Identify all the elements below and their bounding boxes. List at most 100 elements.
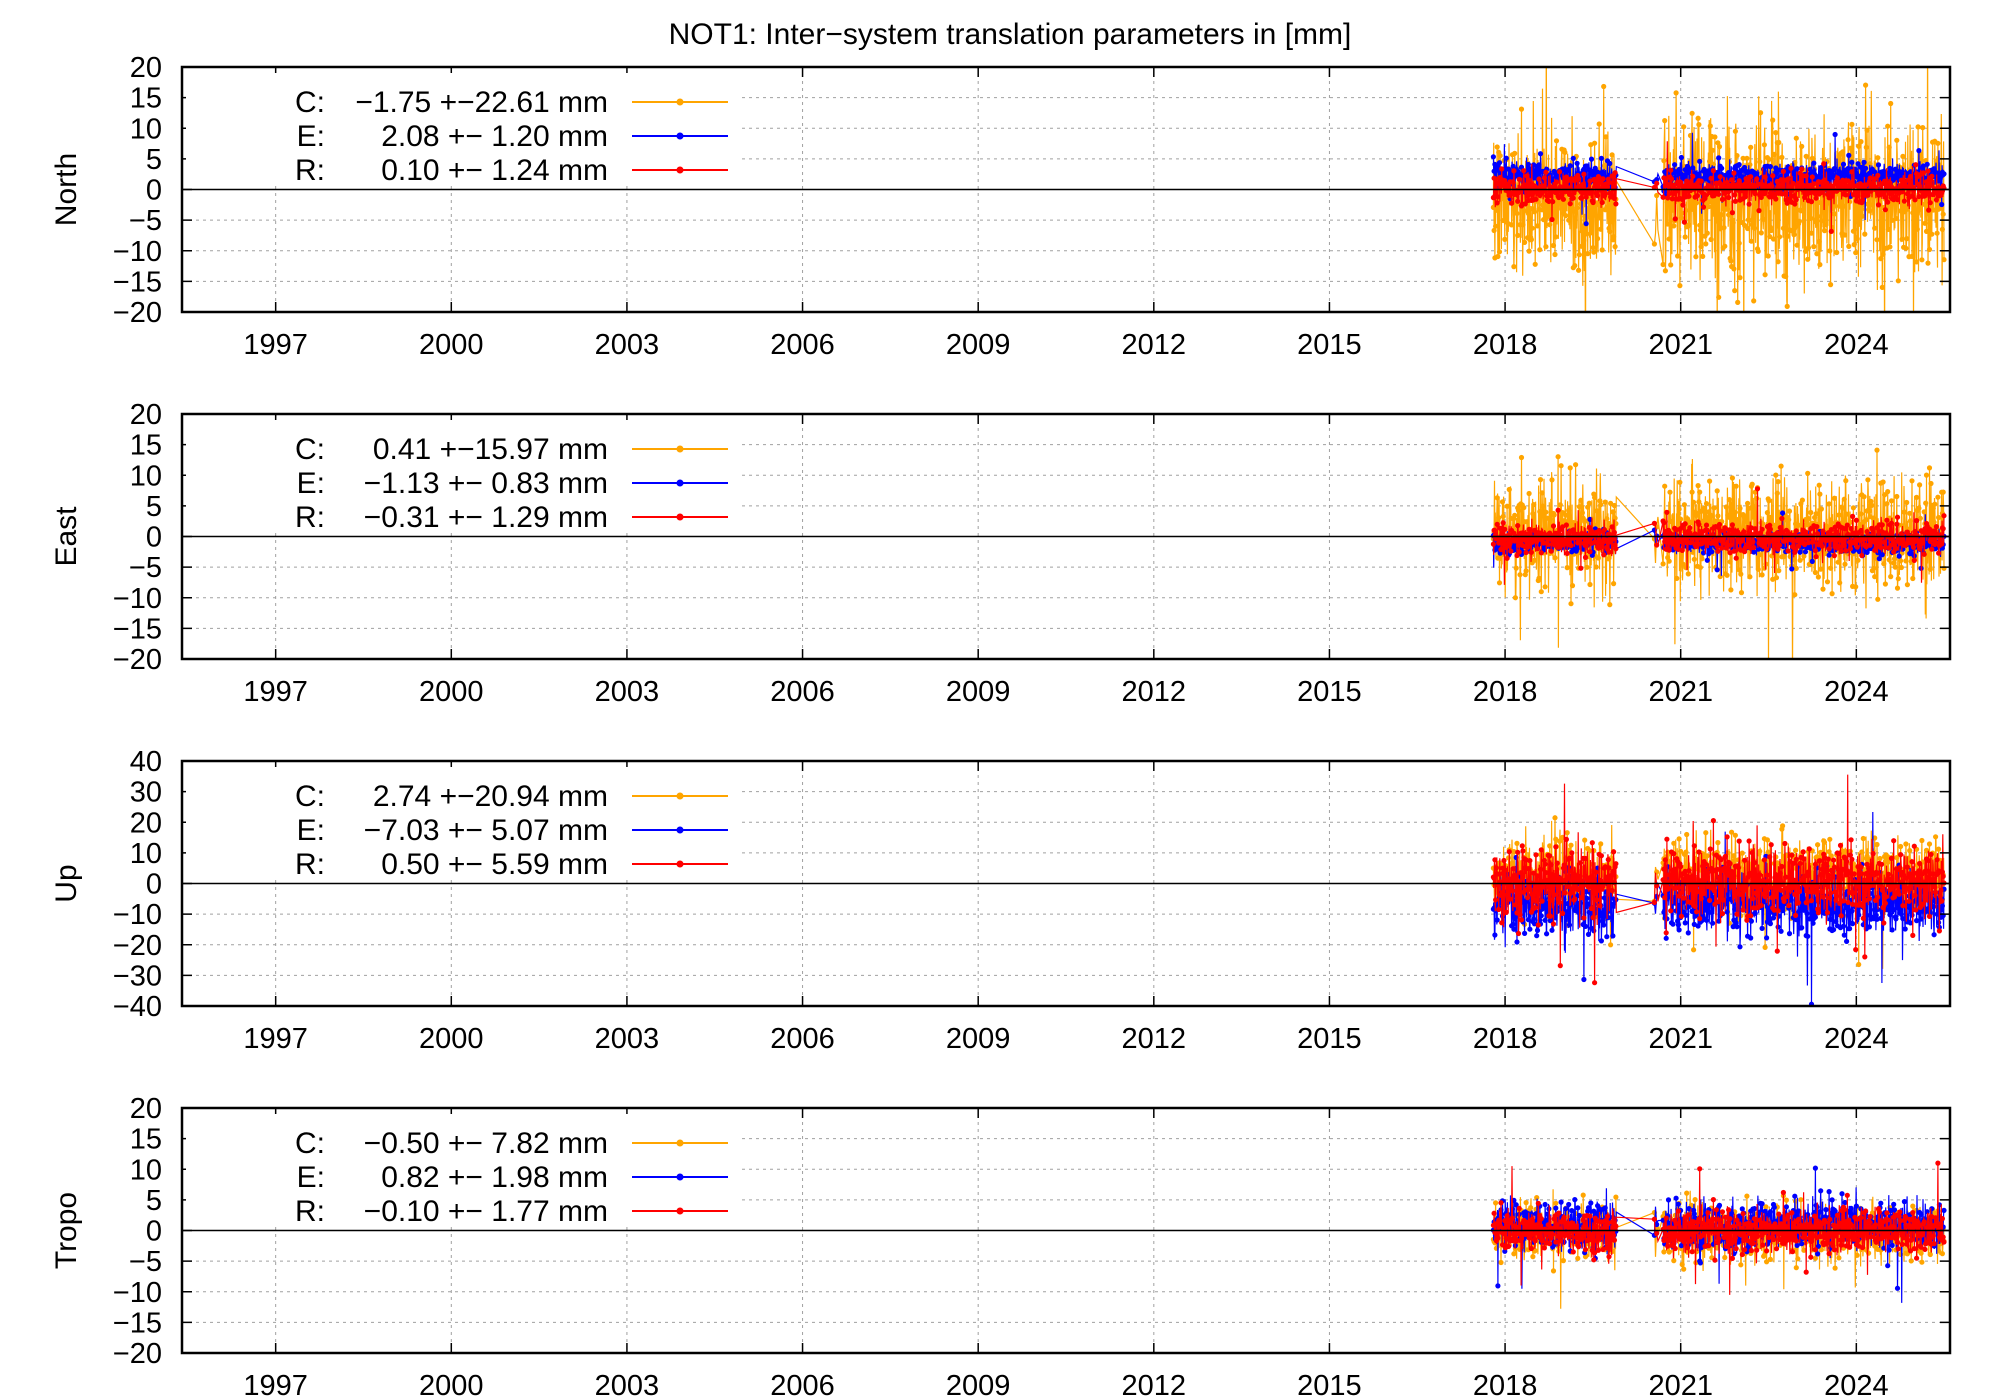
series-C: [1490, 447, 1947, 659]
legend-swatch-point: [676, 479, 684, 487]
series-R: [1490, 141, 1947, 234]
y-tick-label: −5: [129, 205, 162, 237]
x-tick-label: 2018: [1473, 676, 1538, 708]
y-tick-label: 10: [130, 838, 162, 870]
series-layer: [1490, 774, 1947, 1006]
y-tick-label: 20: [130, 52, 162, 84]
x-tick-label: 2006: [770, 1023, 835, 1055]
chart-title: NOT1: Inter−system translation parameter…: [669, 18, 1352, 51]
legend-swatch-point: [676, 1207, 684, 1215]
x-tick-label: 2003: [595, 1370, 660, 1400]
legend-series-stats: 0.41 +−15.97 mm: [373, 433, 608, 466]
y-axis-label: Up: [50, 864, 83, 902]
x-tick-label: 1997: [243, 676, 308, 708]
x-tick-label: 2018: [1473, 329, 1538, 361]
x-tick-label: 2009: [946, 1023, 1011, 1055]
x-tick-label: 2024: [1824, 676, 1889, 708]
legend-series-name: C:: [295, 1127, 325, 1160]
legend-series-stats: 2.74 +−20.94 mm: [373, 780, 608, 813]
panel-north: 1997 2000 2003 2006 2009 2012 2015 2018 2021 2024…: [50, 52, 1952, 361]
legend-background: [186, 767, 742, 877]
series-points-E: [1490, 853, 1947, 1006]
legend-entry-R: R: −0.31 +− 1.29 mm: [295, 501, 728, 534]
series-line-C: [1492, 450, 1945, 659]
legend-series-name: E:: [297, 467, 325, 500]
legend-series-name: C:: [295, 86, 325, 119]
y-tick-label: 0: [146, 522, 162, 554]
y-axis-label: Tropo: [50, 1192, 83, 1269]
legend-entry-R: R: 0.10 +− 1.24 mm: [295, 154, 728, 187]
legend-series-name: R:: [295, 848, 325, 881]
y-tick-label: 10: [130, 1154, 162, 1186]
x-tick-label: 2012: [1122, 676, 1187, 708]
legend-background: [186, 420, 742, 530]
legend-series-stats: 2.08 +− 1.20 mm: [381, 120, 608, 153]
legend-background: [186, 73, 742, 183]
y-tick-label: −5: [129, 1246, 162, 1278]
legend-series-stats: 0.82 +− 1.98 mm: [381, 1161, 608, 1194]
y-tick-label: −10: [113, 583, 162, 615]
panels-layer: 1997 2000 2003 2006 2009 2012 2015 2018 2021 2024…: [50, 52, 1952, 1400]
series-layer: [1490, 447, 1947, 659]
legend-series-name: C:: [295, 780, 325, 813]
legend-series-stats: −1.75 +−22.61 mm: [355, 86, 608, 119]
legend-entry-R: R: 0.50 +− 5.59 mm: [295, 848, 728, 881]
legend-series-stats: −7.03 +− 5.07 mm: [364, 814, 608, 847]
legend-entry-E: E: 0.82 +− 1.98 mm: [297, 1161, 728, 1194]
y-tick-label: 10: [130, 113, 162, 145]
y-tick-label: 40: [130, 746, 162, 778]
x-tick-label: 2009: [946, 676, 1011, 708]
y-tick-label: 5: [146, 491, 162, 523]
series-points-E: [1490, 131, 1947, 227]
legend-swatch-point: [676, 98, 684, 106]
x-tick-label: 1997: [243, 1023, 308, 1055]
y-tick-label: −40: [113, 991, 162, 1023]
y-tick-label: −30: [113, 960, 162, 992]
x-tick-label: 2021: [1648, 1023, 1713, 1055]
x-tick-label: 2000: [419, 676, 484, 708]
legend-background: [186, 1114, 742, 1224]
x-tick-label: 2015: [1297, 1023, 1362, 1055]
legend-swatch-point: [676, 166, 684, 174]
legend: C: −0.50 +− 7.82 mm E: 0.82 +− 1.98 mm R: −0.…: [186, 1114, 742, 1228]
y-tick-label: 15: [130, 83, 162, 115]
y-tick-label: −15: [113, 266, 162, 298]
x-tick-label: 2006: [770, 1370, 835, 1400]
y-tick-label: 20: [130, 1093, 162, 1125]
x-tick-label: 2003: [595, 676, 660, 708]
panel-tropo: 1997 2000 2003 2006 2009 2012 2015 2018 2021 2024…: [50, 1093, 1952, 1400]
y-tick-label: 10: [130, 460, 162, 492]
y-tick-label: −20: [113, 297, 162, 329]
y-tick-label: −10: [113, 899, 162, 931]
legend-swatch-point: [676, 1173, 684, 1181]
y-tick-label: −10: [113, 236, 162, 268]
x-tick-label: 2024: [1824, 329, 1889, 361]
legend-entry-R: R: −0.10 +− 1.77 mm: [295, 1195, 728, 1228]
x-tick-label: 2006: [770, 329, 835, 361]
y-tick-label: 0: [146, 175, 162, 207]
x-tick-label: 2024: [1824, 1023, 1889, 1055]
y-tick-label: −15: [113, 613, 162, 645]
x-tick-label: 2015: [1297, 676, 1362, 708]
x-tick-label: 2006: [770, 676, 835, 708]
legend-series-stats: 0.50 +− 5.59 mm: [381, 848, 608, 881]
x-tick-label: 2009: [946, 329, 1011, 361]
panel-up: 1997 2000 2003 2006 2009 2012 2015 2018 2021 2024…: [50, 746, 1952, 1055]
x-tick-label: 2012: [1122, 1023, 1187, 1055]
x-tick-label: 2018: [1473, 1023, 1538, 1055]
y-tick-label: 20: [130, 807, 162, 839]
legend-series-name: C:: [295, 433, 325, 466]
series-points-R: [1490, 486, 1947, 571]
x-tick-label: 2009: [946, 1370, 1011, 1400]
legend: C: 2.74 +−20.94 mm E: −7.03 +− 5.07 mm R: 0.5…: [186, 767, 742, 881]
x-tick-label: 2012: [1122, 1370, 1187, 1400]
series-points-R: [1490, 1160, 1947, 1275]
legend-series-name: E:: [297, 1161, 325, 1194]
y-tick-label: 15: [130, 1124, 162, 1156]
legend: C: −1.75 +−22.61 mm E: 2.08 +− 1.20 mm R: 0.1…: [186, 73, 742, 187]
x-tick-label: 1997: [243, 329, 308, 361]
legend-swatch-point: [676, 1139, 684, 1147]
x-tick-label: 1997: [243, 1370, 308, 1400]
y-tick-label: 5: [146, 144, 162, 176]
